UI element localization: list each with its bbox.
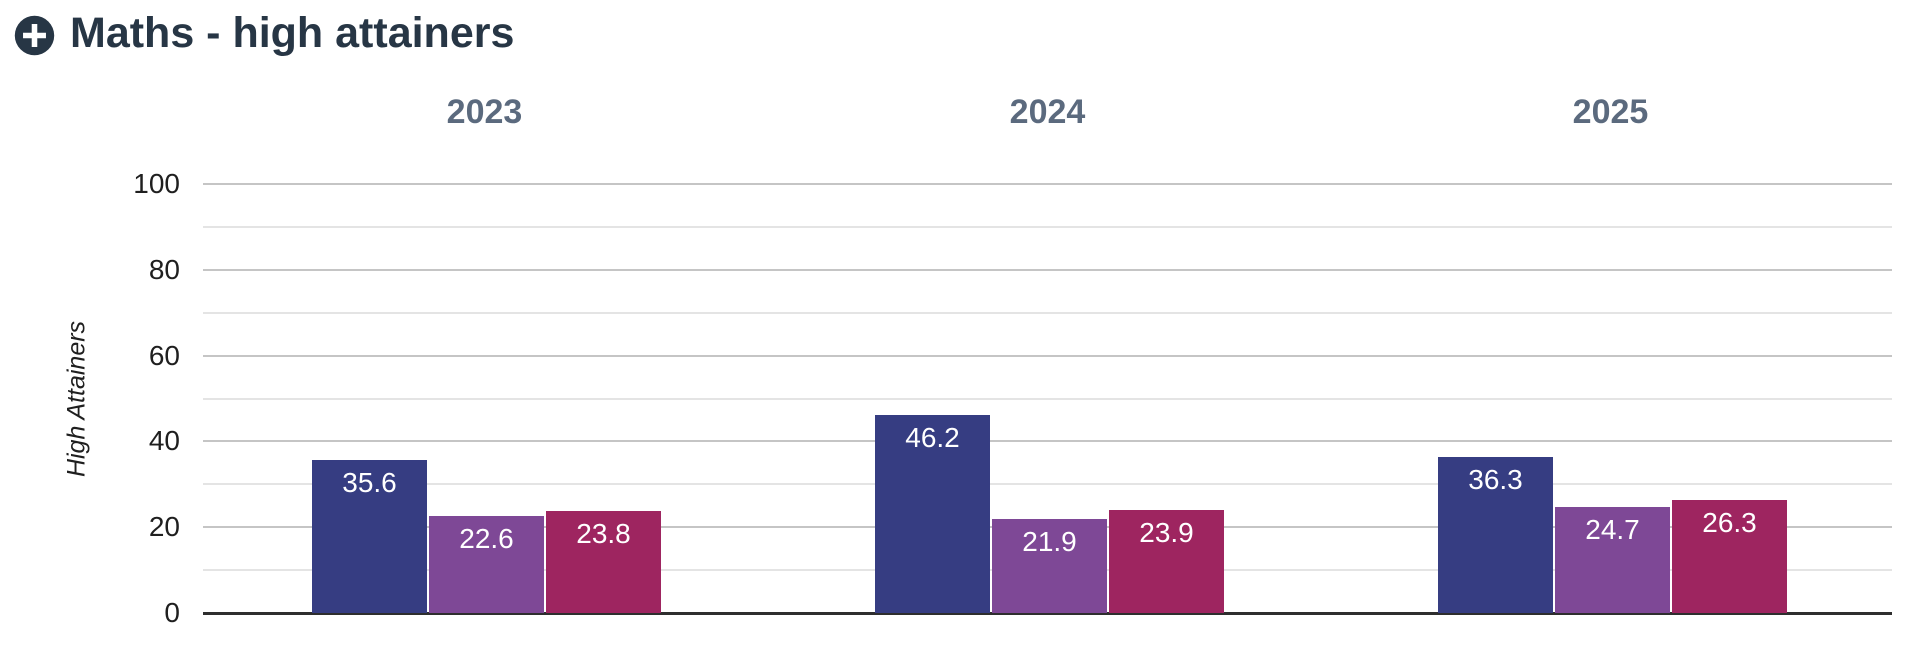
bar-value-label: 23.8 — [576, 517, 631, 549]
year-label-2024: 2024 — [1009, 93, 1086, 131]
minor-gridline-50 — [203, 397, 1892, 400]
year-label-2025: 2025 — [1572, 93, 1649, 131]
minor-gridline-70 — [203, 311, 1892, 314]
y-tick-label-0: 0 — [164, 597, 180, 628]
major-gridline-80 — [203, 268, 1892, 271]
minor-gridline-90 — [203, 225, 1892, 228]
bar-2023-series2[interactable]: 22.6 — [429, 516, 544, 613]
bar-value-label: 21.9 — [1022, 526, 1077, 558]
bar-2025-series1[interactable]: 36.3 — [1438, 457, 1553, 613]
chart-header: Maths - high attainers — [13, 12, 514, 59]
major-gridline-60 — [203, 354, 1892, 357]
bar-value-label: 24.7 — [1585, 514, 1640, 546]
major-gridline-40 — [203, 440, 1892, 443]
chart-title: Maths - high attainers — [70, 9, 515, 57]
bar-2024-series2[interactable]: 21.9 — [992, 519, 1107, 613]
bar-value-label: 26.3 — [1702, 507, 1757, 539]
minor-gridline-30 — [203, 483, 1892, 486]
y-tick-label-80: 80 — [148, 253, 180, 285]
bar-value-label: 23.9 — [1139, 517, 1194, 549]
bar-2024-series3[interactable]: 23.9 — [1109, 510, 1224, 613]
bar-2025-series2[interactable]: 24.7 — [1555, 507, 1670, 613]
bar-value-label: 46.2 — [905, 421, 960, 453]
major-gridline-100 — [203, 183, 1892, 185]
bar-value-label: 35.6 — [342, 467, 397, 499]
bar-2024-series1[interactable]: 46.2 — [875, 414, 990, 613]
plus-circle-icon[interactable] — [13, 14, 56, 57]
bar-value-label: 22.6 — [459, 523, 514, 555]
bar-2025-series3[interactable]: 26.3 — [1672, 500, 1787, 613]
bar-value-label: 36.3 — [1468, 464, 1523, 496]
y-tick-label-60: 60 — [148, 339, 180, 371]
bar-2023-series1[interactable]: 35.6 — [312, 460, 427, 613]
y-tick-label-20: 20 — [148, 511, 180, 543]
bar-2023-series3[interactable]: 23.8 — [546, 510, 661, 613]
year-label-2023: 2023 — [446, 93, 523, 131]
y-tick-label-100: 100 — [133, 168, 180, 199]
x-axis-line — [203, 612, 1892, 615]
y-tick-label-40: 40 — [148, 425, 180, 457]
